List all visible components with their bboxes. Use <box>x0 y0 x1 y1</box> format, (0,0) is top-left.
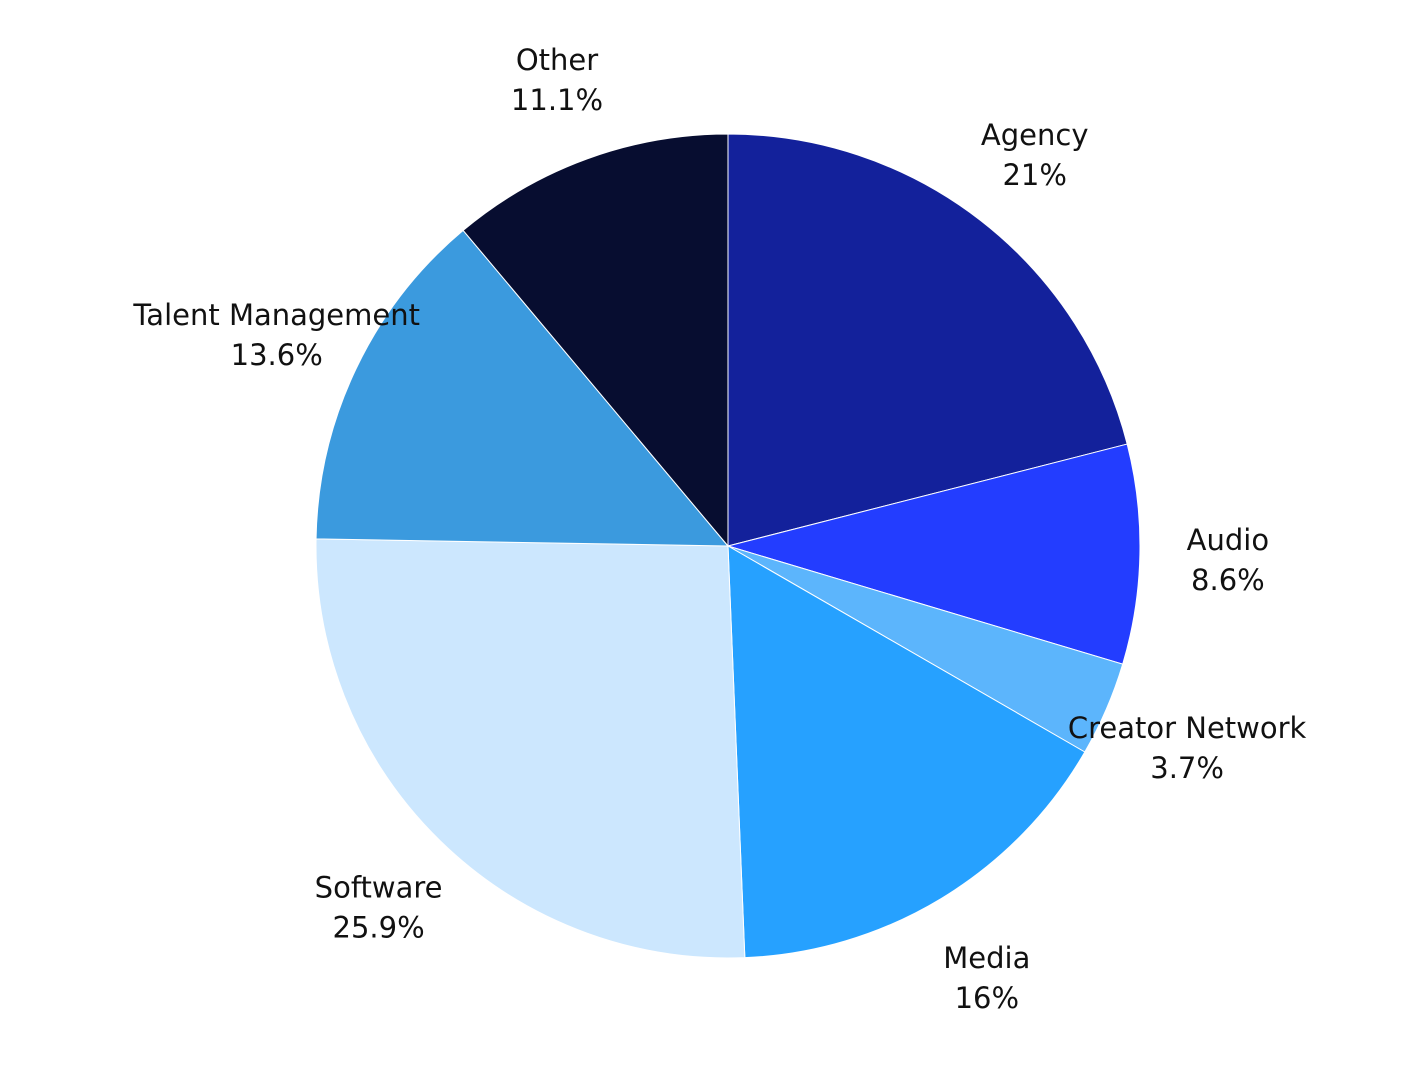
pie-slices <box>315 133 1141 959</box>
slice-value-audio: 8.6% <box>1191 563 1265 597</box>
pie-slice-audio <box>726 443 1141 665</box>
slice-value-other: 11.1% <box>511 83 603 117</box>
slice-label-agency: Agency <box>981 118 1089 152</box>
slice-value-talent-management: 13.6% <box>231 338 323 372</box>
pie-slice-media <box>727 545 1086 959</box>
pie-slice-talent-management <box>315 229 730 547</box>
pie-slice-agency <box>727 133 1128 547</box>
slice-label-software: Software <box>315 871 443 905</box>
slice-label-talent-management: Talent Management <box>132 298 420 332</box>
slice-label-media: Media <box>943 941 1030 975</box>
slice-value-creator-network: 3.7% <box>1150 751 1224 785</box>
pie-labels: Agency 21% Audio 8.6% Creator Network 3.7% Med… <box>132 43 1306 1015</box>
slice-value-media: 16% <box>955 981 1019 1015</box>
slice-label-creator-network: Creator Network <box>1068 711 1307 745</box>
slice-label-other: Other <box>516 43 598 77</box>
pie-slice-other <box>462 133 729 548</box>
pie-slice-software <box>315 538 746 959</box>
slice-label-audio: Audio <box>1187 523 1269 557</box>
slice-value-software: 25.9% <box>333 911 425 945</box>
slice-value-agency: 21% <box>1002 158 1066 192</box>
